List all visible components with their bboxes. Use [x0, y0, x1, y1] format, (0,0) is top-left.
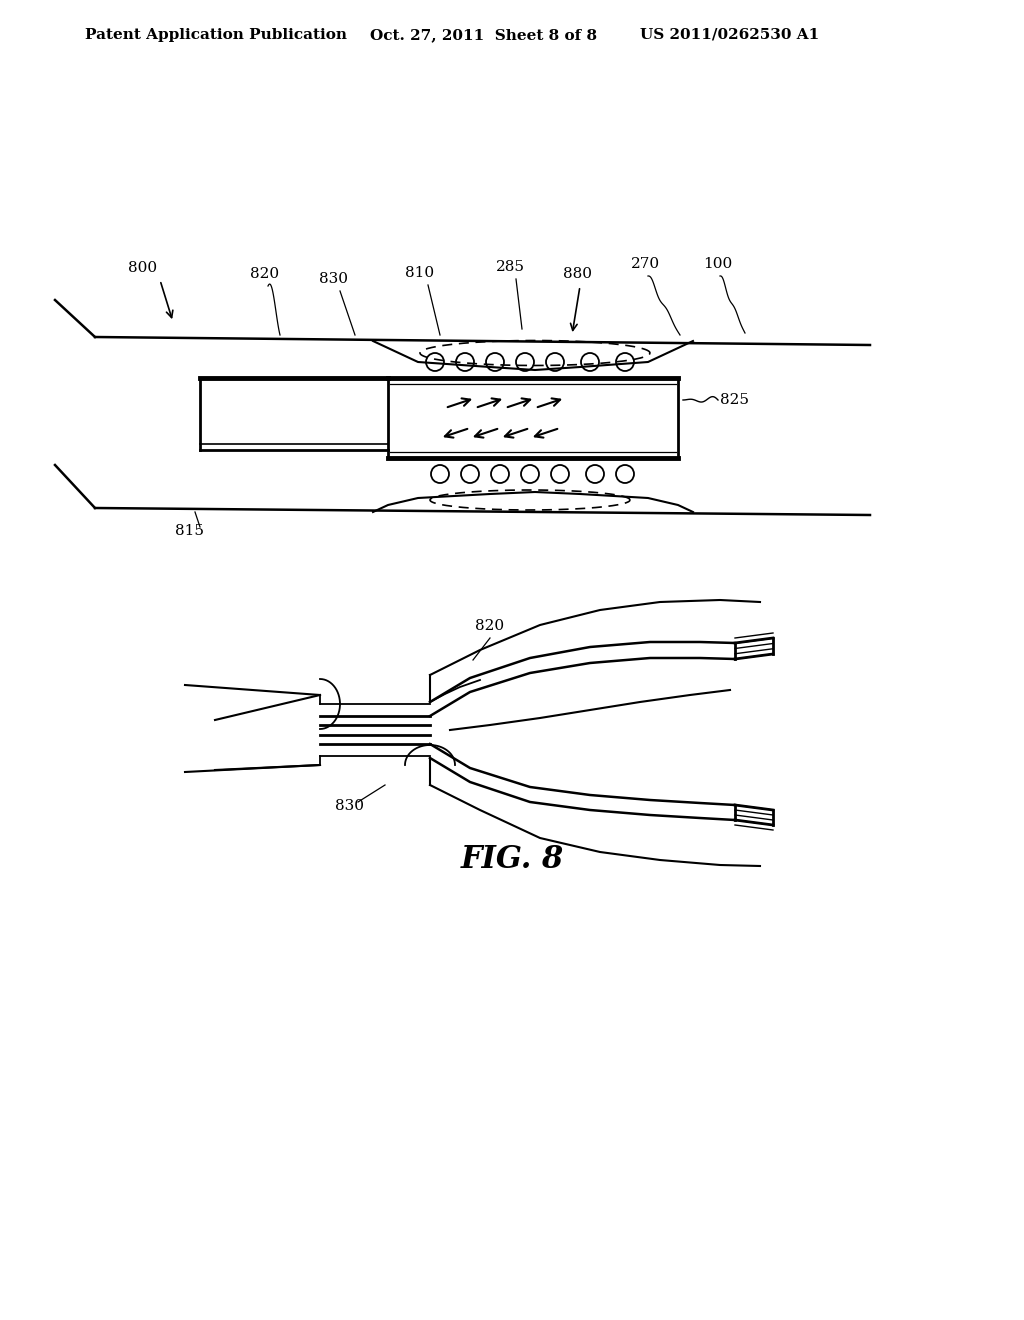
Text: 800: 800	[128, 261, 158, 275]
Text: Patent Application Publication: Patent Application Publication	[85, 28, 347, 42]
Text: 270: 270	[631, 257, 659, 271]
Text: 100: 100	[703, 257, 732, 271]
Text: 830: 830	[318, 272, 347, 286]
Text: 880: 880	[562, 267, 592, 281]
Text: 810: 810	[406, 267, 434, 280]
Text: 815: 815	[175, 524, 205, 539]
Text: Oct. 27, 2011  Sheet 8 of 8: Oct. 27, 2011 Sheet 8 of 8	[370, 28, 597, 42]
Text: 820: 820	[251, 267, 280, 281]
Text: 830: 830	[336, 799, 365, 813]
Text: 820: 820	[475, 619, 505, 634]
Text: 825: 825	[720, 393, 749, 407]
Text: 285: 285	[496, 260, 524, 275]
Text: FIG. 8: FIG. 8	[461, 845, 563, 875]
Text: US 2011/0262530 A1: US 2011/0262530 A1	[640, 28, 819, 42]
